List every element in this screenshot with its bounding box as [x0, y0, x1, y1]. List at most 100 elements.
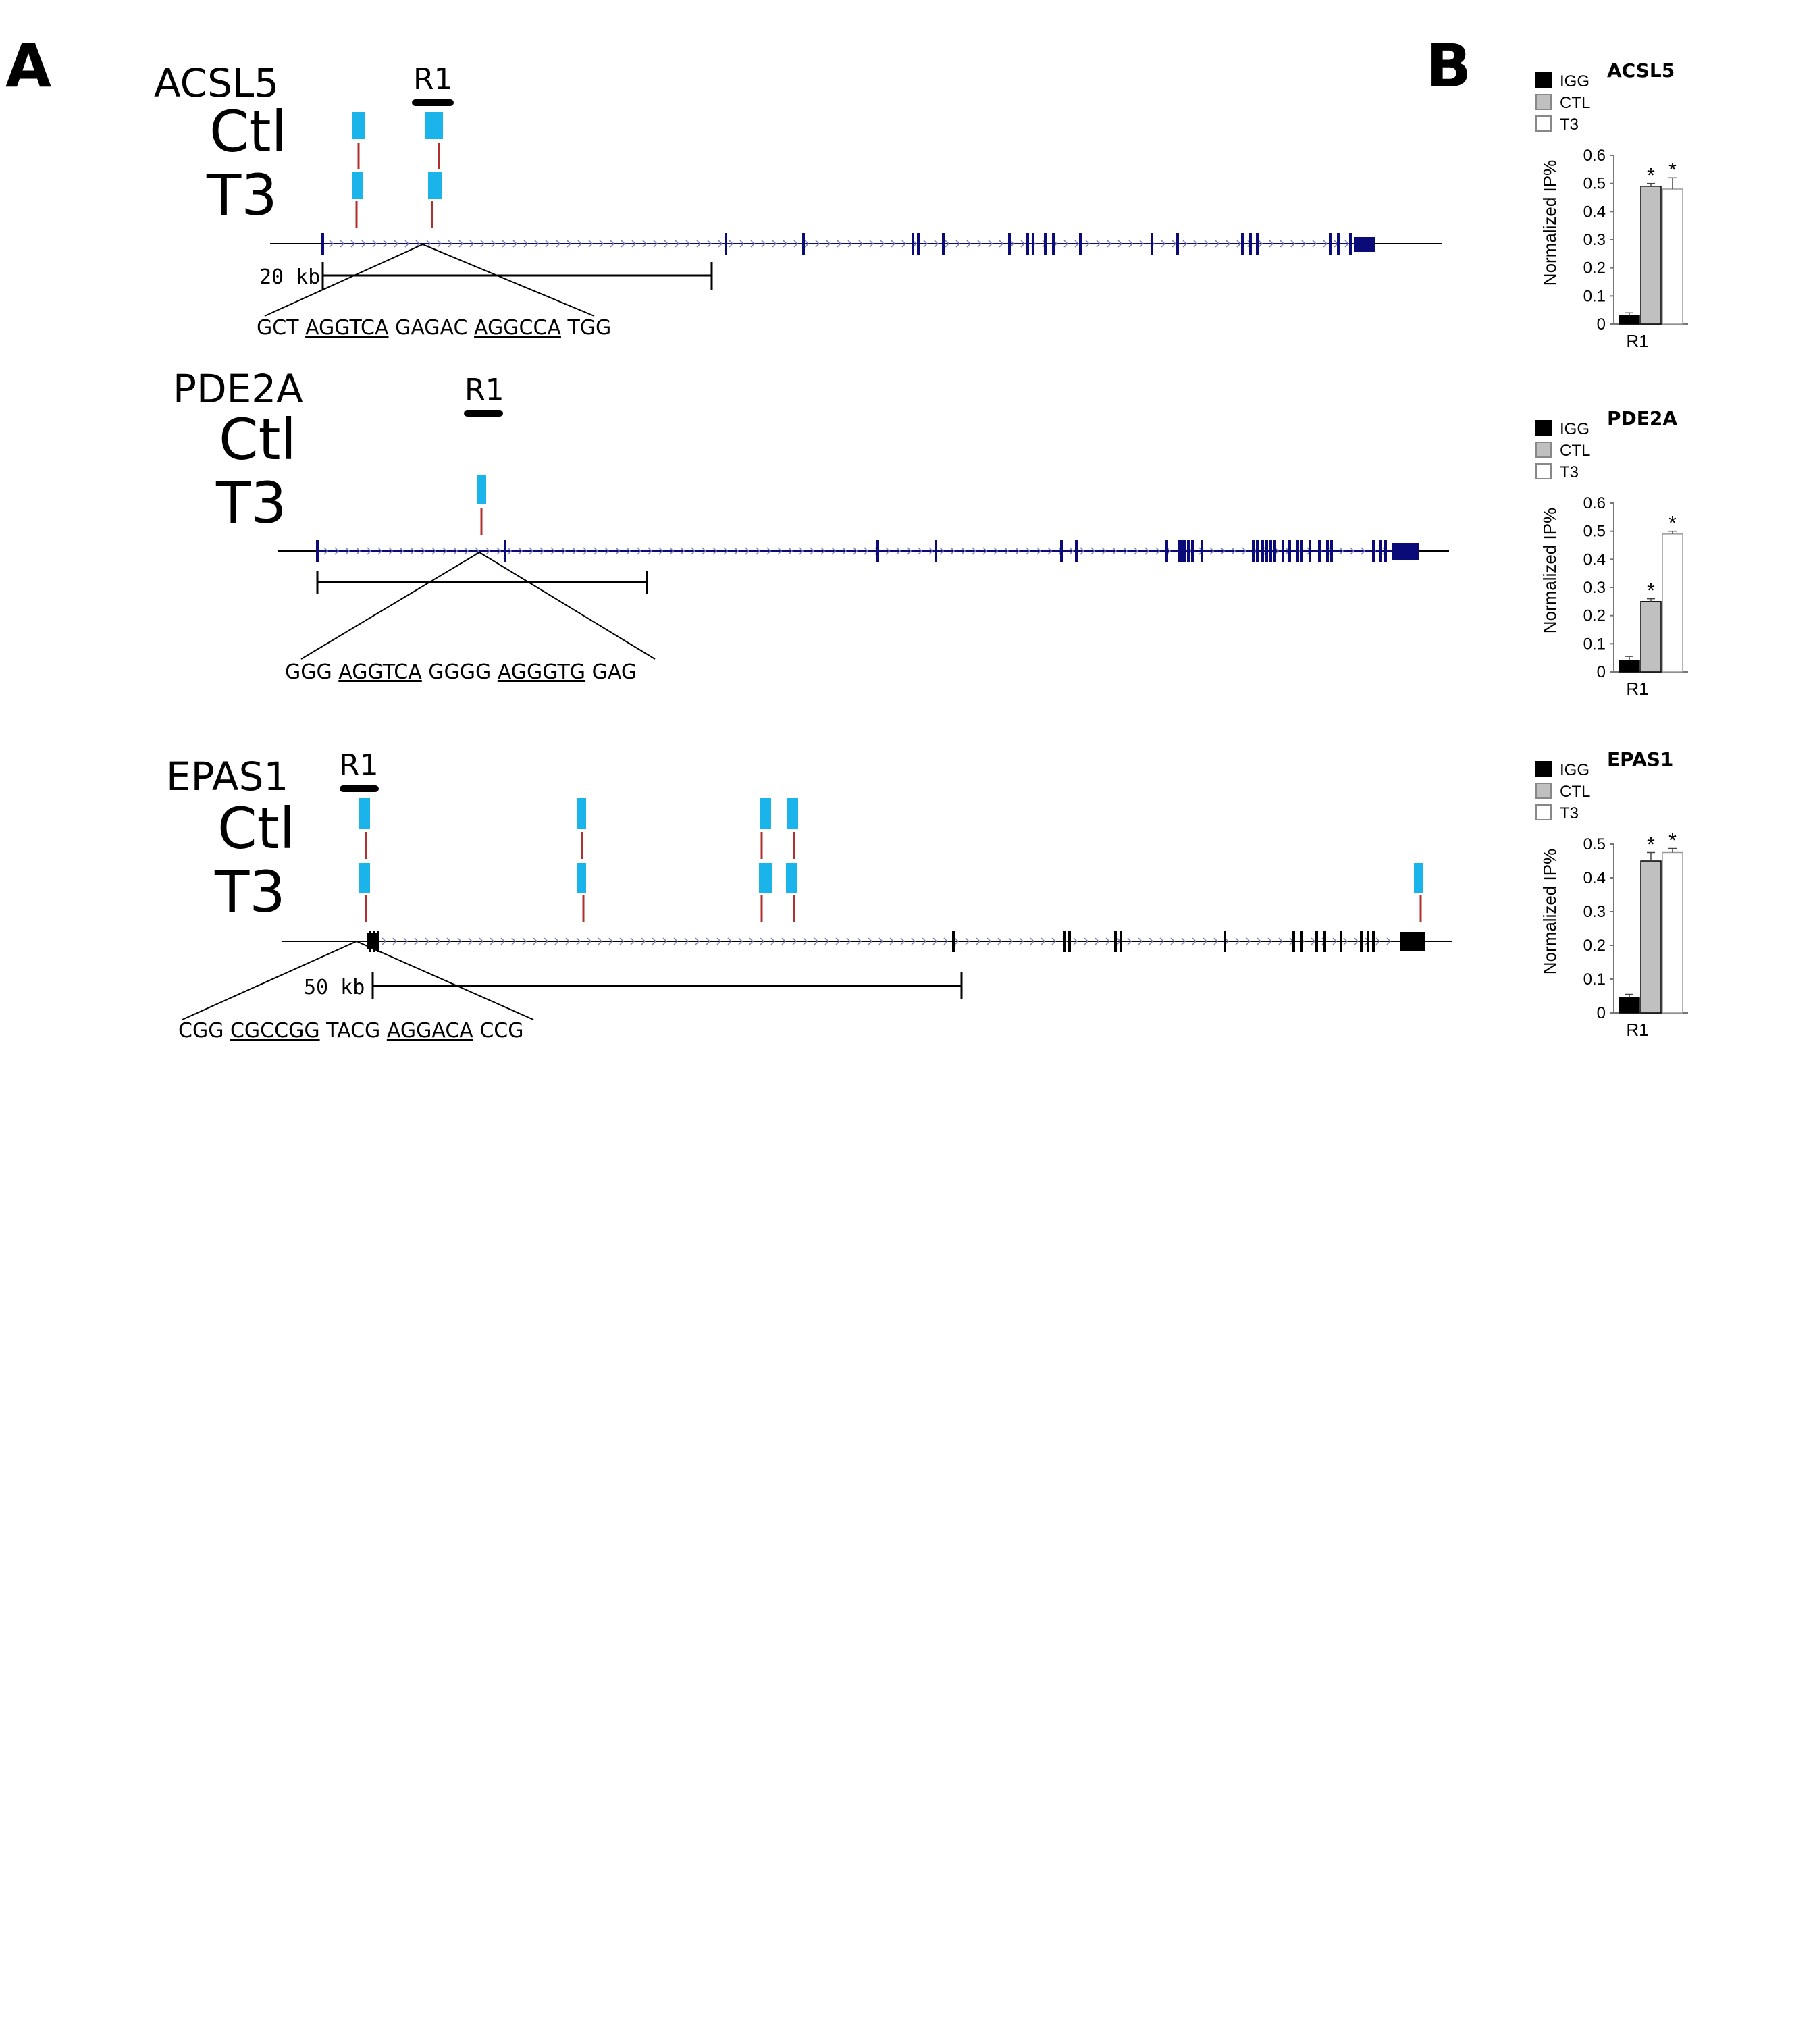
intron-arrow: [1095, 937, 1100, 945]
legend-swatch-t3: [1535, 115, 1552, 132]
intron-arrow: [1080, 547, 1085, 555]
intron-arrow: [577, 240, 583, 248]
intron-arrow: [837, 240, 842, 248]
intron-arrow: [442, 547, 448, 555]
intron-arrow: [1123, 547, 1128, 555]
exon: [1330, 540, 1333, 562]
intron-arrow: [997, 937, 1003, 945]
intron-arrow: [928, 547, 934, 555]
exon: [1178, 540, 1180, 562]
zoom-lines: [182, 941, 534, 1020]
y-tick-label: 0.2: [1583, 259, 1606, 278]
intron-arrow: [446, 937, 452, 945]
intron-arrow: [345, 547, 350, 555]
exon: [1372, 931, 1375, 952]
intron-arrow: [502, 240, 507, 248]
exon: [1032, 233, 1034, 255]
intron-arrow: [814, 937, 819, 945]
intron-arrow: [1226, 240, 1231, 248]
t3-label: T3: [206, 162, 278, 228]
intron-arrow: [955, 240, 961, 248]
peak: [786, 863, 797, 922]
exon: [1201, 540, 1203, 562]
intron-arrow: [421, 547, 426, 555]
intron-arrow: [965, 937, 970, 945]
intron-arrow: [1312, 240, 1317, 248]
intron-arrow: [522, 937, 527, 945]
intron-arrow: [685, 240, 691, 248]
y-tick-label: 0.4: [1583, 203, 1606, 221]
exon: [1292, 931, 1295, 952]
legend-label: CTL: [1560, 783, 1590, 801]
intron-arrow: [1149, 937, 1154, 945]
intron-arrow: [1069, 547, 1074, 555]
exon: [1323, 931, 1326, 952]
intron-arrow: [878, 937, 884, 945]
exon: [1176, 233, 1179, 255]
exon: [952, 931, 955, 952]
peak: [425, 112, 443, 169]
intron-arrow: [545, 240, 550, 248]
intron-arrow: [631, 240, 637, 248]
intron-arrow: [523, 240, 529, 248]
intron-arrow: [436, 937, 441, 945]
zoom-lines: [264, 244, 595, 317]
exon: [1372, 540, 1375, 562]
intron-arrow: [414, 937, 419, 945]
exon: [1340, 931, 1342, 952]
intron-arrow: [706, 937, 711, 945]
intron-arrow: [1361, 547, 1366, 555]
gene-model: [282, 931, 1452, 952]
intron-arrow: [749, 937, 754, 945]
y-tick-label: 0.2: [1583, 607, 1606, 625]
intron-arrow: [1323, 240, 1328, 248]
intron-arrow: [615, 547, 621, 555]
exon: [1256, 233, 1259, 255]
intron-arrow: [1084, 937, 1089, 945]
intron-arrow: [491, 240, 496, 248]
intron-arrow: [1009, 240, 1015, 248]
intron-arrow: [479, 937, 484, 945]
intron-arrow: [653, 240, 658, 248]
exon: [1261, 540, 1264, 562]
intron-arrow: [1236, 240, 1242, 248]
intron-arrow: [588, 240, 594, 248]
intron-arrow: [403, 937, 409, 945]
intron-arrow: [496, 547, 502, 555]
exon: [1060, 540, 1063, 562]
intron-arrow: [619, 937, 625, 945]
exon: [1349, 233, 1352, 255]
significance-star: *: [1647, 165, 1655, 187]
exon: [316, 540, 319, 562]
intron-arrow: [788, 547, 793, 555]
intron-arrow: [561, 547, 567, 555]
exon: [1300, 540, 1303, 562]
intron-arrow: [835, 937, 841, 945]
intron-arrow: [1204, 240, 1209, 248]
intron-arrow: [637, 547, 642, 555]
bar-ctl: [1640, 186, 1662, 325]
exon: [1326, 540, 1329, 562]
intron-arrow: [1004, 547, 1009, 555]
intron-arrow: [662, 937, 668, 945]
intron-arrow: [869, 240, 874, 248]
intron-arrow: [1155, 547, 1161, 555]
intron-arrow: [448, 240, 453, 248]
y-tick-label: 0.4: [1583, 550, 1606, 569]
intron-arrow: [648, 547, 653, 555]
peak: [359, 863, 370, 922]
chart-pde2a: IGG CTL T3 PDE2A Normalized IP% R1 00.10…: [1535, 407, 1688, 699]
intron-arrow: [923, 240, 928, 248]
gene-end-exon: [1400, 932, 1425, 951]
scale-label: 20 kb: [259, 265, 320, 289]
exon: [1068, 931, 1071, 952]
significance-star: *: [1647, 834, 1655, 856]
legend-swatch-t3: [1535, 804, 1552, 820]
intron-arrow: [512, 240, 518, 248]
intron-arrow: [857, 937, 862, 945]
exon: [802, 233, 805, 255]
intron-arrow: [583, 547, 588, 555]
intron-arrow: [858, 240, 864, 248]
intron-arrow: [361, 240, 367, 248]
scale-bar: [321, 262, 713, 290]
